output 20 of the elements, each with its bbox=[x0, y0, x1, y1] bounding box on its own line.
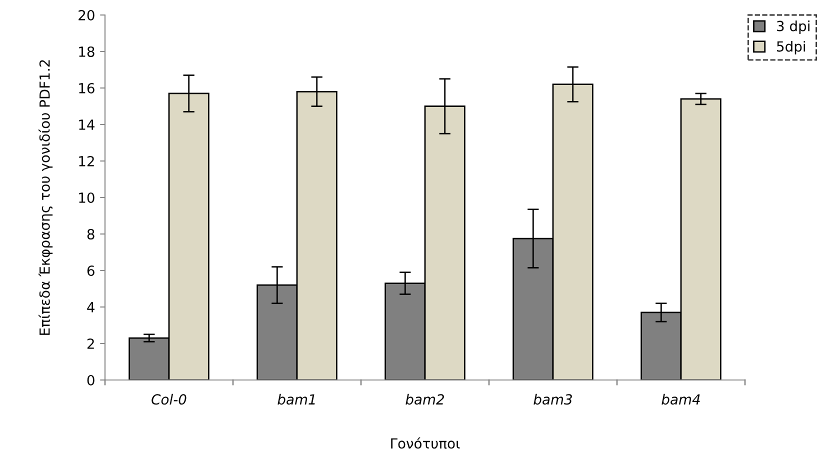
y-tick-label: 20 bbox=[78, 10, 94, 20]
y-tick-label: 12 bbox=[79, 156, 94, 166]
x-axis-title: Γονότυποι bbox=[391, 437, 460, 449]
y-tick-label: 18 bbox=[79, 46, 94, 57]
x-tick-label: bam1 bbox=[278, 394, 315, 405]
y-tick-label: 4 bbox=[87, 302, 94, 312]
y-tick-label: 16 bbox=[79, 82, 94, 94]
x-tick-label: bam2 bbox=[406, 394, 444, 405]
legend-label: 5dpi bbox=[777, 40, 806, 54]
y-tick-label: 0 bbox=[87, 374, 94, 386]
legend-label: 3 dpi bbox=[777, 20, 810, 34]
y-tick-label: 2 bbox=[87, 338, 94, 349]
y-tick-label: 10 bbox=[79, 192, 94, 203]
x-tick-label: bam3 bbox=[534, 394, 572, 405]
y-tick-label: 14 bbox=[79, 120, 94, 130]
y-tick-label: 6 bbox=[87, 265, 94, 276]
y-axis-title: Επίπεδα Έκφρασης του γονιδίου PDF1.2 bbox=[38, 60, 53, 335]
x-tick-label: Col-0 bbox=[152, 394, 186, 405]
y-tick-label: 8 bbox=[87, 228, 94, 240]
x-tick-label: bam4 bbox=[662, 394, 700, 405]
